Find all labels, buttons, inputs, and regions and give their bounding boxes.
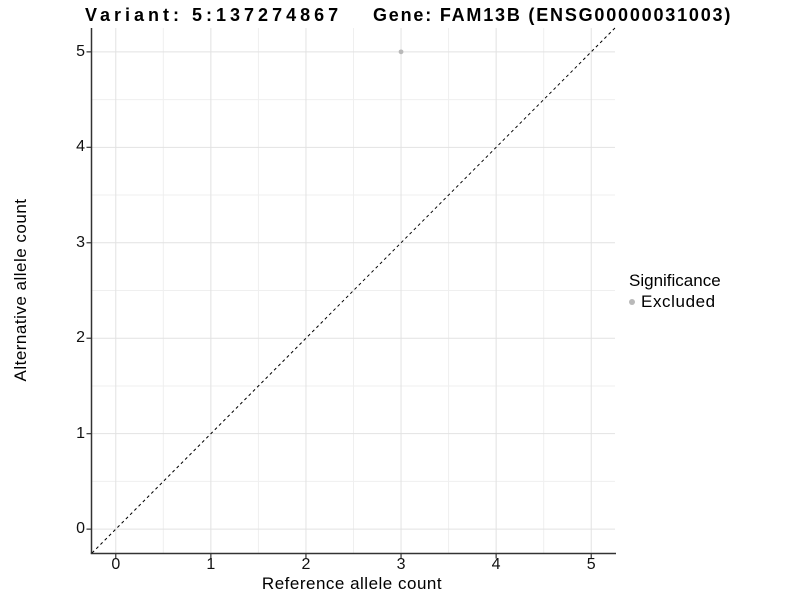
y-tick-label: 0 xyxy=(76,520,85,538)
y-tick-label: 5 xyxy=(76,42,85,60)
x-tick-label: 1 xyxy=(206,556,216,573)
x-tick-label: 5 xyxy=(586,556,596,573)
x-tick-label: 3 xyxy=(396,556,406,573)
data-point-excluded xyxy=(398,49,404,55)
legend-title: Significance xyxy=(629,271,721,290)
x-tick-label: 4 xyxy=(491,556,501,573)
x-tick-label: 0 xyxy=(111,556,121,573)
plot-title-variant: Variant: 5:137274867 xyxy=(85,5,343,25)
legend-item-excluded: Excluded xyxy=(629,292,721,312)
y-axis-title: Alternative allele count xyxy=(11,198,30,382)
y-tick-label: 1 xyxy=(76,424,85,442)
legend: Significance Excluded xyxy=(629,271,721,312)
y-tick-label: 2 xyxy=(76,329,85,347)
y-tick-label: 4 xyxy=(76,138,85,156)
legend-key-dot-icon xyxy=(629,299,635,305)
legend-item-label: Excluded xyxy=(641,292,716,311)
x-axis-title: Reference allele count xyxy=(261,574,443,593)
x-tick-label: 2 xyxy=(301,556,311,573)
plot-title-gene: Gene: FAM13B (ENSG00000031003) xyxy=(373,5,733,25)
y-tick-label: 3 xyxy=(76,233,85,251)
